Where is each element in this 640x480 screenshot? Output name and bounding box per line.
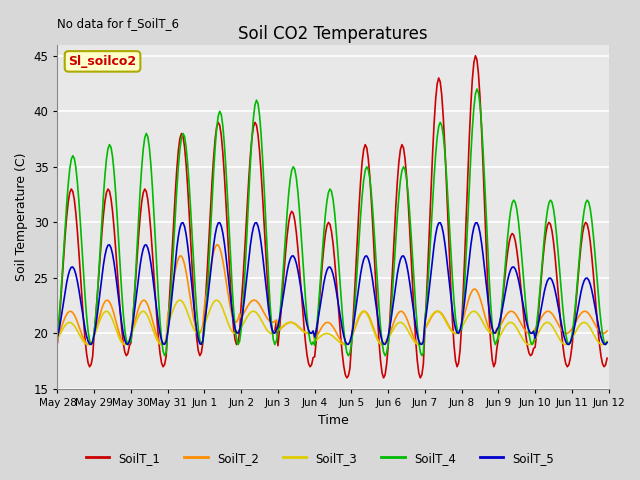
Legend: SoilT_1, SoilT_2, SoilT_3, SoilT_4, SoilT_5: SoilT_1, SoilT_2, SoilT_3, SoilT_4, Soil… bbox=[81, 447, 559, 469]
Y-axis label: Soil Temperature (C): Soil Temperature (C) bbox=[15, 153, 28, 281]
Text: Sl_soilco2: Sl_soilco2 bbox=[68, 55, 136, 68]
Text: No data for f_SoilT_6: No data for f_SoilT_6 bbox=[58, 17, 179, 30]
Title: Soil CO2 Temperatures: Soil CO2 Temperatures bbox=[238, 25, 428, 43]
X-axis label: Time: Time bbox=[317, 414, 348, 427]
